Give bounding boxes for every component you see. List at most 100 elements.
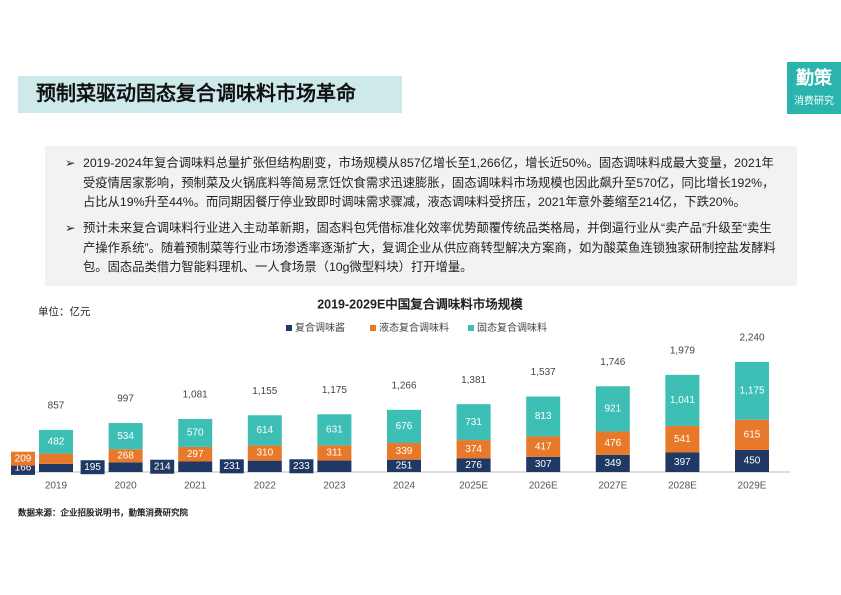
bar-segment <box>247 445 282 461</box>
segment-label: 310 <box>256 448 273 459</box>
bar-segment <box>39 453 73 464</box>
label-box <box>219 459 244 474</box>
label-box <box>80 460 105 475</box>
x-tick-label: 2028E <box>668 481 697 492</box>
segment-label: 541 <box>674 434 691 445</box>
segment-label: 268 <box>117 450 134 461</box>
total-label: 857 <box>48 401 65 412</box>
legend-label: 复合调味酱 <box>295 321 345 334</box>
bar-segment <box>456 440 491 459</box>
bar-segment <box>665 452 700 472</box>
bar-segment <box>317 414 352 446</box>
logo-main: 勤策 <box>796 68 832 88</box>
segment-label: 276 <box>465 460 482 471</box>
segment-label: 297 <box>187 449 204 460</box>
unit-label: 单位：亿元 <box>38 305 91 318</box>
bar-segment <box>595 454 630 472</box>
segment-label: 813 <box>535 411 552 422</box>
segment-label: 214 <box>154 461 171 472</box>
legend-marker <box>468 325 474 331</box>
legend-label: 液态复合调味料 <box>379 321 449 334</box>
bar-segment <box>178 418 213 447</box>
bullet-text: 预计未来复合调味料行业进入主动革新期，固态料包凭借标准化效率优势颠覆传统品类格局… <box>83 221 776 275</box>
bar-segment <box>39 463 73 472</box>
bar-segment <box>317 445 352 461</box>
segment-label: 921 <box>604 404 621 415</box>
total-label: 1,381 <box>461 375 486 386</box>
bullet: ➢ 2019-2024年复合调味料总量扩张但结构剧变，市场规模从857亿增长至1,… <box>65 154 777 213</box>
segment-label: 349 <box>604 458 621 469</box>
bar-segment <box>526 456 561 472</box>
bar-segment <box>178 446 213 462</box>
bar-segment <box>178 461 213 472</box>
segment-label: 450 <box>744 456 761 467</box>
legend-marker <box>370 325 376 331</box>
bar-segment <box>456 458 491 472</box>
x-tick-label: 2019 <box>45 481 68 492</box>
bar-segment <box>595 431 630 455</box>
segment-label: 631 <box>326 424 343 435</box>
bar-segment <box>108 449 143 463</box>
segment-label: 534 <box>117 431 134 442</box>
bar-segment <box>735 362 769 420</box>
bar-segment <box>39 429 73 454</box>
segment-label: 307 <box>535 459 552 470</box>
segment-label: 614 <box>256 425 273 436</box>
total-label: 1,746 <box>600 357 625 368</box>
slide-title: 预制菜驱动固态复合调味料市场革命 <box>18 76 402 113</box>
segment-label: 311 <box>326 448 342 459</box>
x-tick-label: 2021 <box>184 481 207 492</box>
total-label: 1,979 <box>670 345 695 356</box>
x-tick-label: 2029E <box>738 481 767 492</box>
bar-segment <box>247 415 282 446</box>
chart-title: 2019-2029E中国复合调味料市场规模 <box>317 296 523 311</box>
segment-label: 1,041 <box>670 395 695 406</box>
segment-label: 676 <box>396 421 413 432</box>
segment-label: 570 <box>187 428 204 439</box>
x-tick-label: 2020 <box>114 481 137 492</box>
bullet-text: 2019-2024年复合调味料总量扩张但结构剧变，市场规模从857亿增长至1,2… <box>83 156 775 210</box>
bar-segment <box>526 396 561 437</box>
total-label: 1,081 <box>183 390 208 401</box>
logo: 勤策 消费研究 <box>787 62 841 114</box>
legend-label: 固态复合调味料 <box>477 321 547 334</box>
bar-segment <box>665 425 700 453</box>
logo-sub: 消费研究 <box>794 96 834 107</box>
segment-label: 233 <box>293 461 310 472</box>
source: 数据来源：企业招股说明书，勤策消费研究院 <box>18 507 189 517</box>
total-label: 2,240 <box>739 333 764 344</box>
segment-label: 1,175 <box>739 385 764 396</box>
bar-segment <box>387 443 421 460</box>
label-box <box>150 459 175 474</box>
x-tick-label: 2026E <box>529 481 558 492</box>
bullet: ➢ 预计未来复合调味料行业进入主动革新期，固态料包凭借标准化效率优势颠覆传统品类格… <box>65 219 777 278</box>
bar-segment <box>387 459 421 472</box>
total-label: 1,175 <box>322 385 347 396</box>
bar-segment <box>108 423 143 450</box>
segment-label: 166 <box>15 463 32 474</box>
legend-marker <box>286 325 292 331</box>
x-tick-label: 2022 <box>254 481 277 492</box>
x-tick-label: 2027E <box>598 481 627 492</box>
segment-label: 615 <box>744 429 761 440</box>
bar-segment <box>735 449 769 472</box>
bar-segment <box>247 460 282 472</box>
segment-label: 374 <box>465 444 482 455</box>
bar-segment <box>387 409 421 444</box>
total-label: 1,155 <box>252 386 277 397</box>
segment-label: 251 <box>396 460 413 471</box>
bar-segment <box>108 462 143 472</box>
segment-label: 231 <box>223 461 240 472</box>
x-tick-label: 2023 <box>323 481 346 492</box>
bar-segment <box>456 404 491 441</box>
segment-label: 195 <box>84 462 101 473</box>
total-label: 1,537 <box>531 367 556 378</box>
segment-label: 476 <box>604 438 621 449</box>
label-box <box>289 459 314 474</box>
segment-label: 482 <box>48 436 65 447</box>
bar-segment <box>665 374 700 426</box>
segment-label: 731 <box>465 417 482 428</box>
bar-segment <box>735 419 769 450</box>
